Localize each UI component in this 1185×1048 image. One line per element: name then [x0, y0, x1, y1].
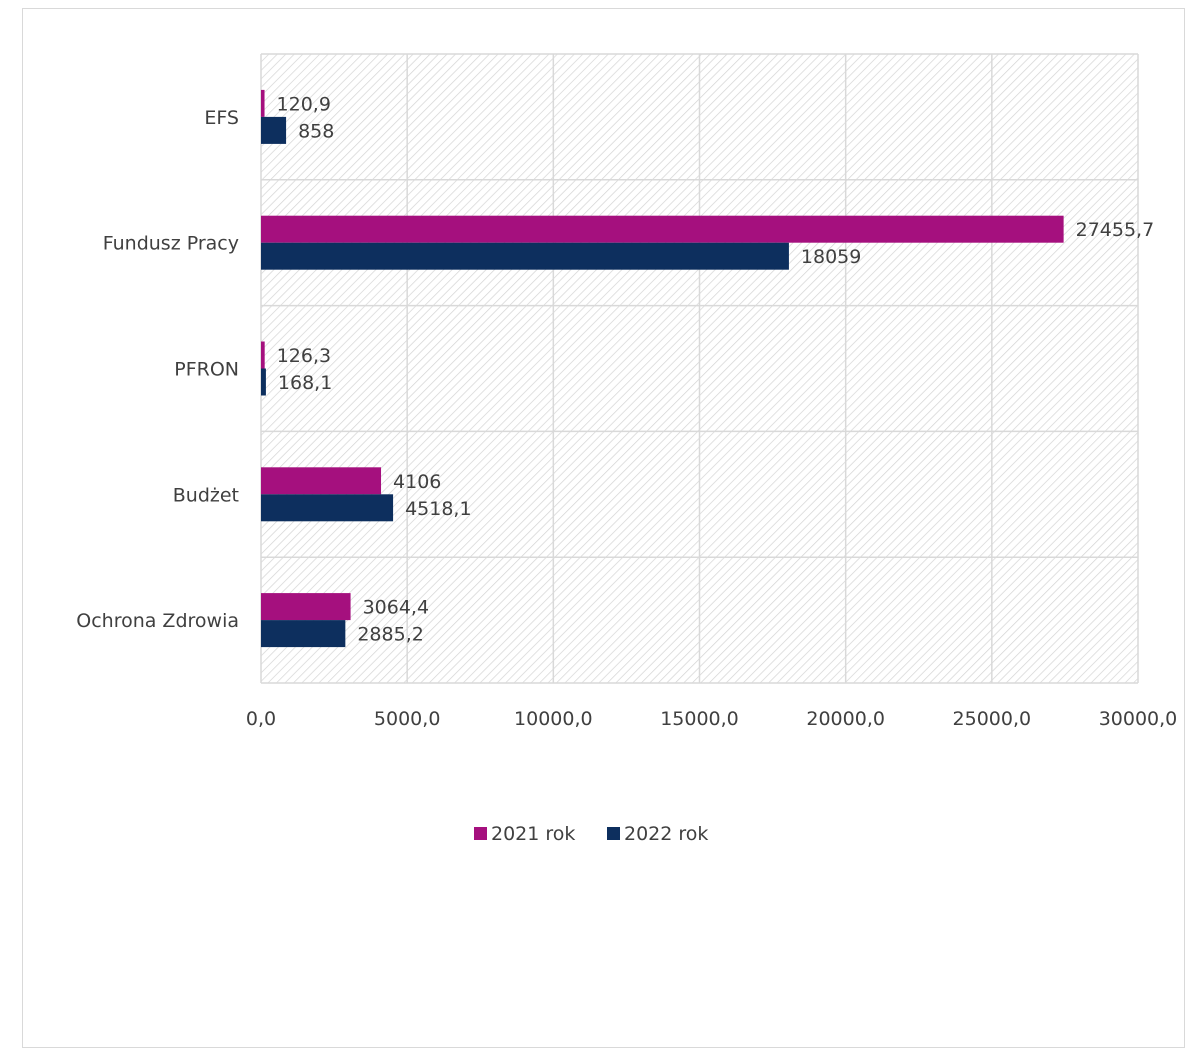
category-axis: EFS Fundusz Pracy PFRON Budżet Ochrona Zdrow… — [76, 107, 239, 632]
value-axis: 0,0 5000,0 10000,0 15000,0 20000,0 25000,0 300… — [246, 708, 1177, 730]
data-label: 27455,7 — [1076, 219, 1155, 241]
gridlines — [260, 53, 1139, 684]
data-label: 2885,2 — [357, 624, 423, 646]
data-label: 4518,1 — [405, 498, 471, 520]
data-label: 4106 — [393, 471, 441, 493]
category-label: Ochrona Zdrowia — [76, 610, 239, 632]
x-tick-label: 15000,0 — [660, 708, 739, 730]
x-tick-label: 30000,0 — [1099, 708, 1178, 730]
data-label: 3064,4 — [363, 597, 429, 619]
category-label: PFRON — [174, 359, 239, 381]
bar-2021-rok-efs — [261, 89, 265, 117]
bar-2021-rok-budzet — [261, 467, 382, 495]
bar-2021-rok-fundusz-pracy — [261, 215, 1064, 243]
data-labels: 120,9 858 27455,7 18059 126,3 168,1 4106 4518,1… — [277, 93, 1155, 645]
data-label: 18059 — [801, 246, 861, 268]
data-label: 858 — [298, 120, 334, 142]
bar-2022-rok-budzet — [261, 494, 394, 522]
data-label: 168,1 — [278, 372, 332, 394]
legend-label: 2021 rok — [491, 823, 575, 845]
legend-swatch-2021-rok — [474, 827, 487, 840]
x-tick-label: 5000,0 — [374, 708, 440, 730]
x-tick-label: 10000,0 — [514, 708, 593, 730]
bar-2022-rok-pfron — [261, 368, 266, 396]
bar-2021-rok-pfron — [261, 341, 265, 369]
legend-label: 2022 rok — [624, 823, 708, 845]
data-label: 126,3 — [277, 345, 331, 367]
x-tick-label: 20000,0 — [806, 708, 885, 730]
category-label: EFS — [204, 107, 239, 129]
x-tick-label: 0,0 — [246, 708, 276, 730]
bars — [261, 89, 1064, 648]
data-label: 120,9 — [277, 93, 331, 115]
category-label: Fundusz Pracy — [103, 233, 239, 255]
bar-2022-rok-ochrona-zdrowia — [261, 620, 346, 648]
x-tick-label: 25000,0 — [953, 708, 1032, 730]
bar-2022-rok-efs — [261, 116, 287, 144]
legend-swatch-2022-rok — [607, 827, 620, 840]
bar-2022-rok-fundusz-pracy — [261, 242, 789, 270]
category-label: Budżet — [173, 484, 239, 506]
bar-2021-rok-ochrona-zdrowia — [261, 593, 351, 621]
legend: 2021 rok 2022 rok — [474, 823, 708, 845]
